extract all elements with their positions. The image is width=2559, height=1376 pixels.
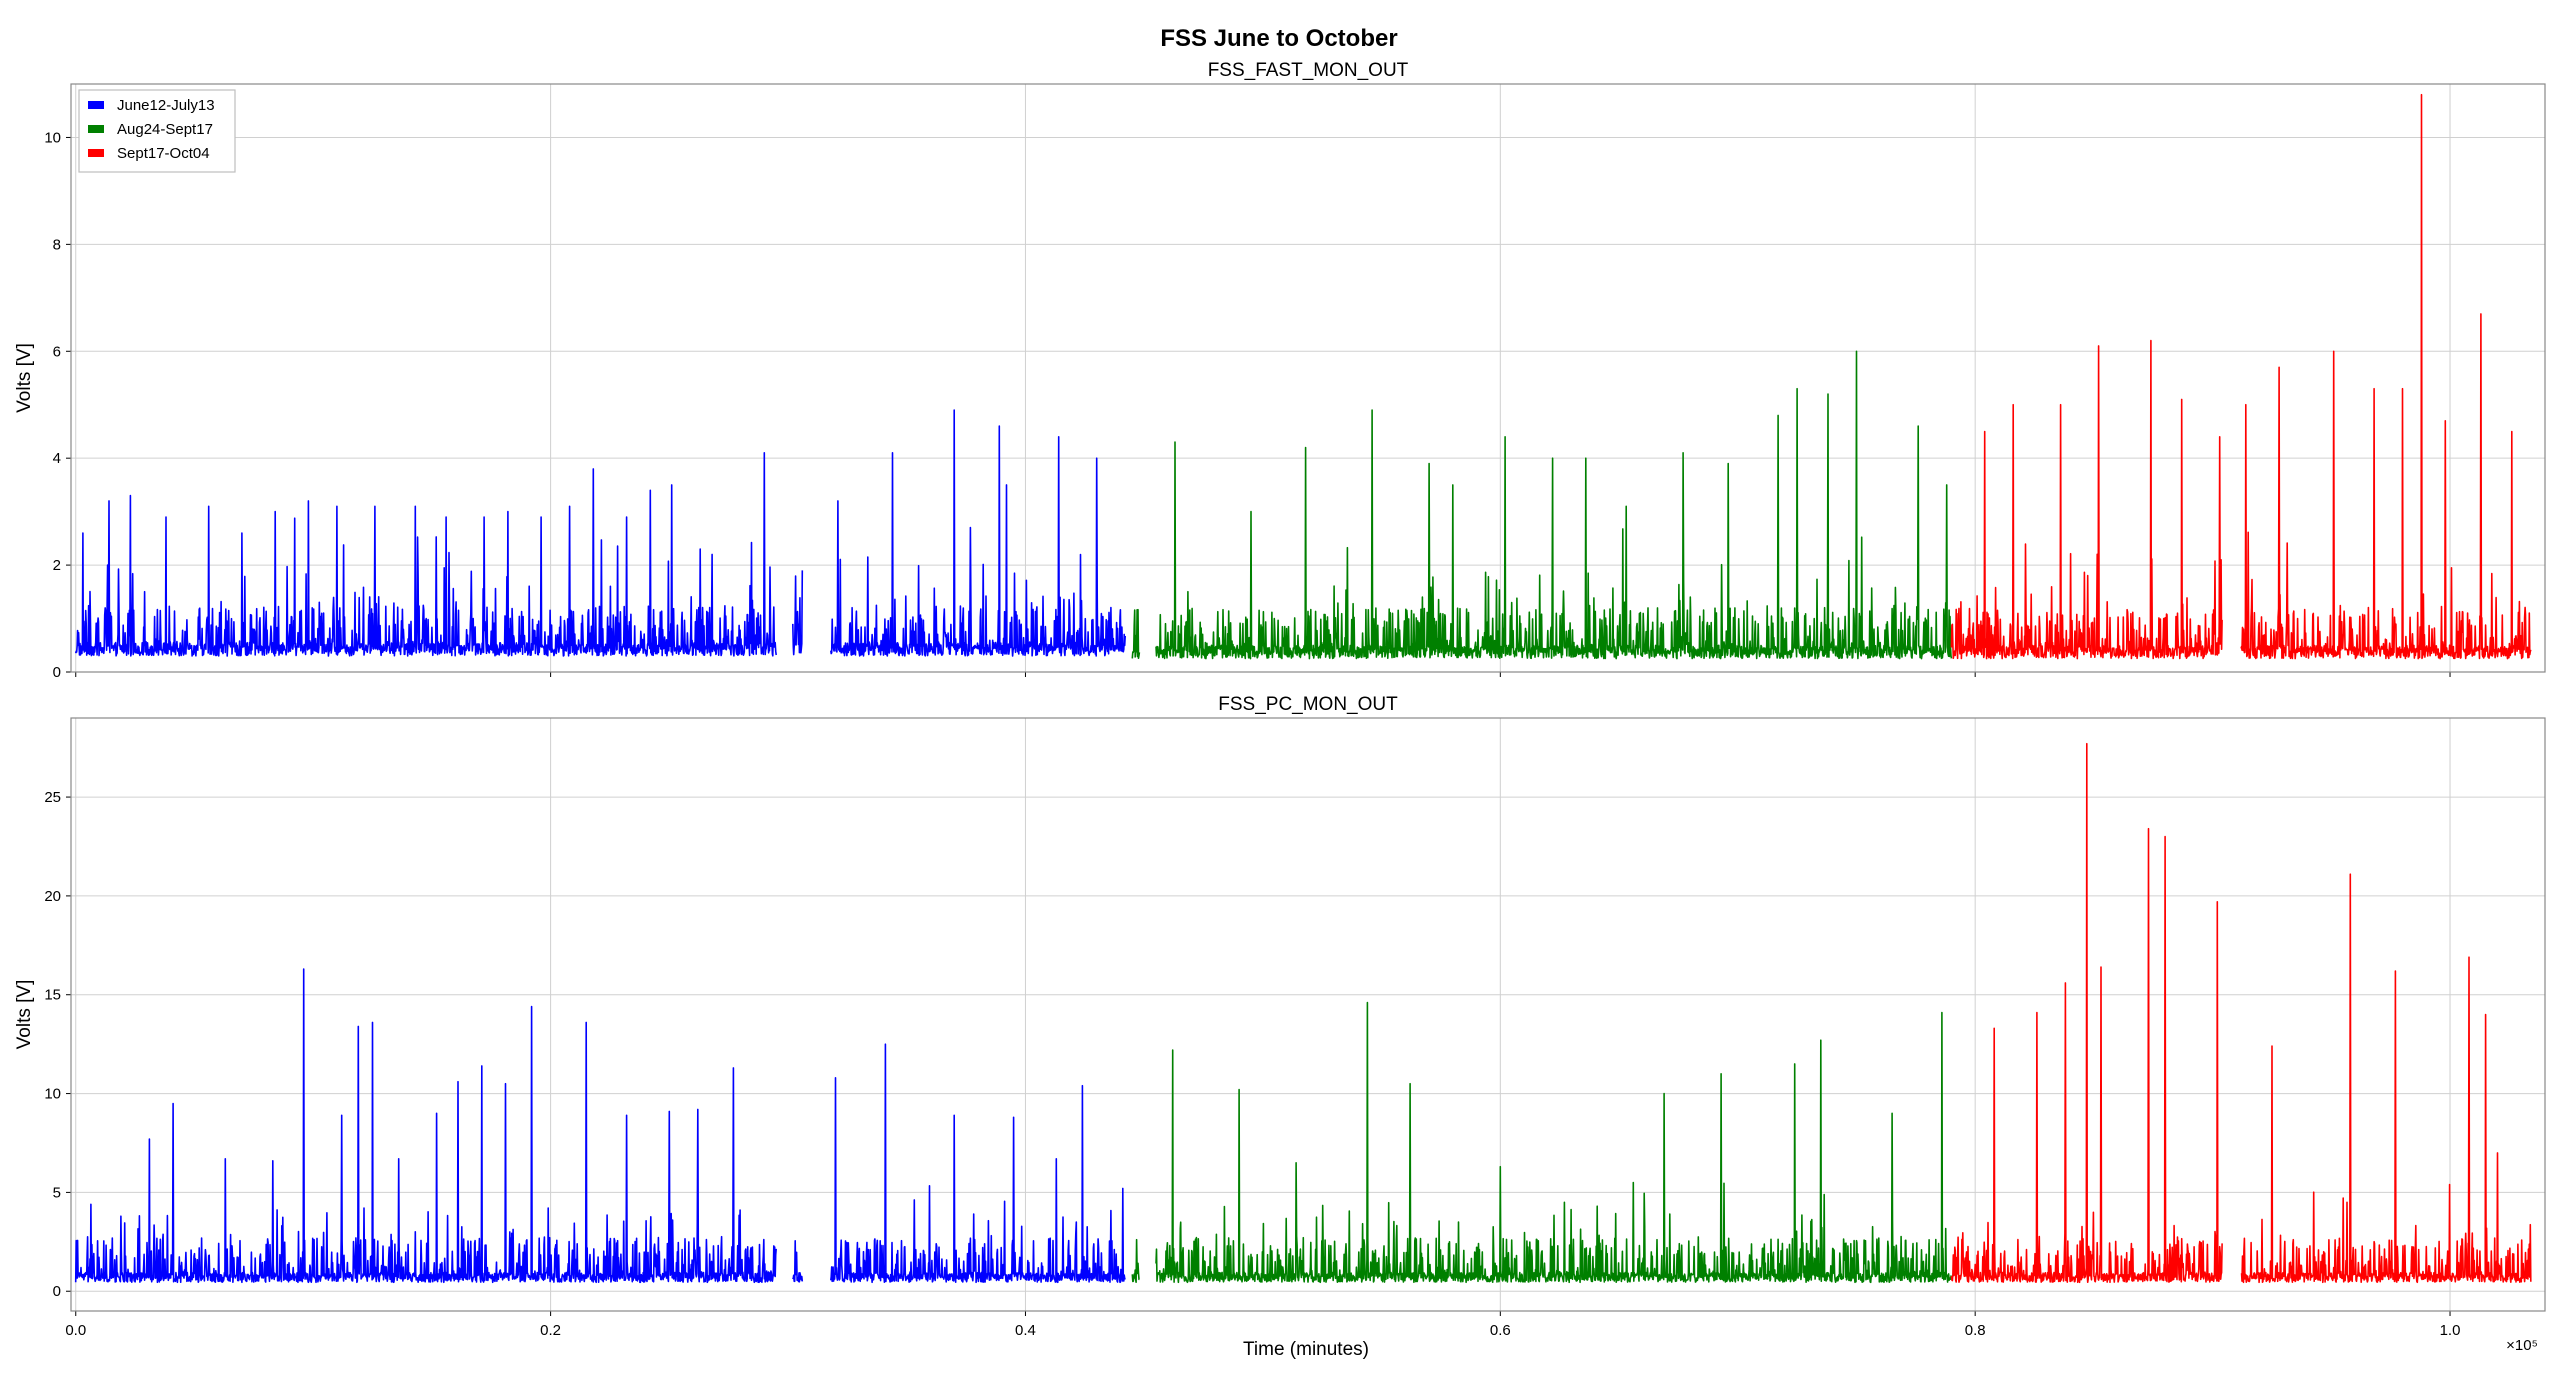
tick-labels: 0 2 4 6 8 10 — [44, 129, 2451, 681]
series-line-0 — [74, 968, 1126, 1284]
legend-swatch-sept — [88, 149, 104, 157]
x-tick-label: 0.4 — [1015, 1322, 1036, 1339]
y-axis-label: Volts [V] — [14, 980, 35, 1050]
y-tick-label: 0 — [53, 1283, 61, 1300]
legend-swatch-june — [88, 101, 104, 109]
legend-label-june: June12-July13 — [117, 97, 215, 114]
x-axis-label: Time (minutes) — [1243, 1339, 1369, 1360]
y-tick-label: 10 — [44, 129, 61, 146]
series-group — [74, 93, 2532, 660]
y-tick-label: 0 — [53, 664, 61, 681]
x-tick-label: 0.8 — [1965, 1322, 1986, 1339]
y-tick-label: 4 — [53, 450, 61, 467]
y-tick-label: 5 — [53, 1184, 61, 1201]
x-tick-label: 1.0 — [2440, 1322, 2461, 1339]
series-line-1 — [1131, 1001, 1953, 1284]
y-tick-label: 10 — [44, 1086, 61, 1103]
tick-labels: 0.0 0.2 0.4 0.6 0.8 1.0 0 5 10 15 20 25 — [44, 789, 2460, 1339]
subplot-title: FSS_FAST_MON_OUT — [1208, 60, 1409, 81]
y-tick-label: 6 — [53, 343, 61, 360]
figure-title: FSS June to October — [1160, 25, 1397, 52]
y-axis-label: Volts [V] — [14, 343, 35, 413]
y-tick-label: 2 — [53, 557, 61, 574]
subplot-title: FSS_PC_MON_OUT — [1218, 694, 1398, 715]
legend-frame — [78, 89, 236, 173]
series-line-0 — [74, 409, 1126, 657]
plot-frame — [70, 717, 2546, 1312]
x-tick-label: 0.0 — [65, 1322, 86, 1339]
legend: June12-July13 Aug24-Sept17 Sept17-Oct04 — [78, 89, 236, 173]
legend-label-aug: Aug24-Sept17 — [117, 121, 213, 138]
series-line-2 — [1950, 93, 2532, 660]
y-tick-label: 20 — [44, 888, 61, 905]
y-tick-label: 8 — [53, 236, 61, 253]
panel-fast-mon-out: 0 2 4 6 8 10 FSS_FAST_MON_OUT Volts [V] — [14, 60, 2546, 681]
x-tick-label: 0.2 — [540, 1322, 561, 1339]
panel-pc-mon-out: 0.0 0.2 0.4 0.6 0.8 1.0 0 5 10 15 20 25 FSS_PC_MON_O… — [14, 694, 2546, 1339]
y-tick-label: 15 — [44, 987, 61, 1004]
series-line-2 — [1950, 742, 2532, 1284]
x-tick-label: 0.6 — [1490, 1322, 1511, 1339]
legend-swatch-aug — [88, 125, 104, 133]
y-tick-label: 25 — [44, 789, 61, 806]
plot-frame — [70, 83, 2546, 673]
series-line-1 — [1131, 350, 1953, 660]
x-axis-offset-label: ×10⁵ — [2506, 1337, 2538, 1354]
series-group — [74, 742, 2532, 1284]
legend-label-sept: Sept17-Oct04 — [117, 145, 210, 162]
